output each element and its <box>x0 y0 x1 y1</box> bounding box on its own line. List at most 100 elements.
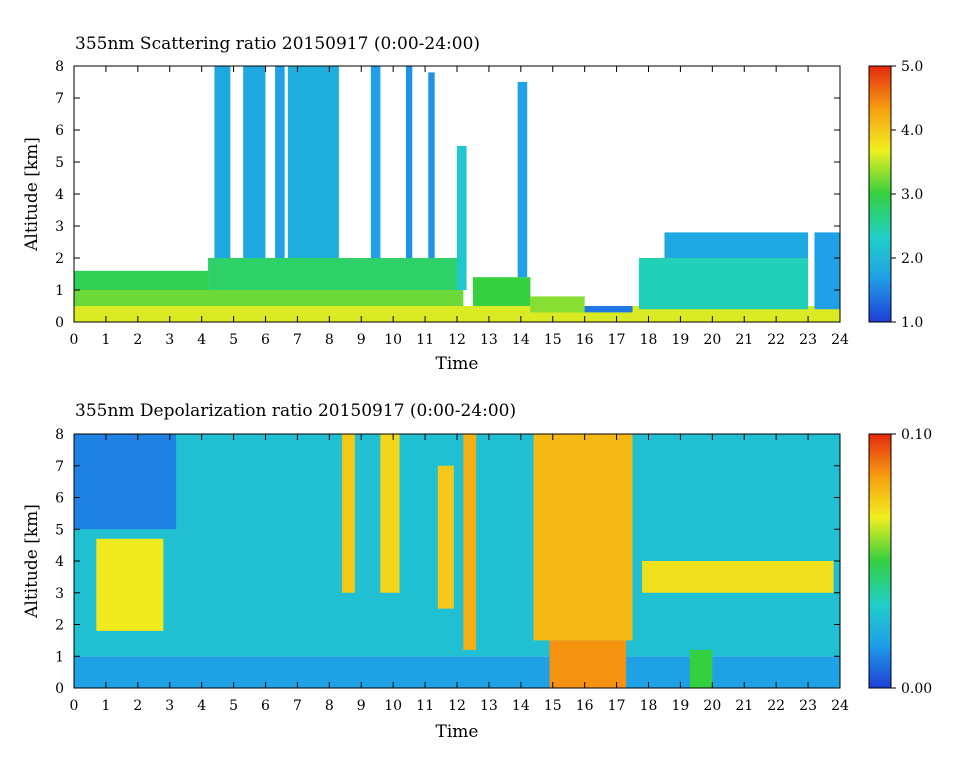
colorbar-tick-label: 0.10 <box>901 427 932 443</box>
y-tick-label: 2 <box>55 251 64 267</box>
x-tick-label: 22 <box>767 698 785 714</box>
x-tick-label: 1 <box>101 698 110 714</box>
heatmap-cell-14 <box>530 296 585 313</box>
colorbar-tick-label: 4.0 <box>901 123 923 139</box>
heatmap-cell-9 <box>549 640 627 688</box>
y-tick-label: 6 <box>55 123 64 139</box>
heatmap-cell-7 <box>287 66 339 258</box>
heatmap-cell-13 <box>517 82 528 278</box>
heatmap-cell-15 <box>584 306 633 313</box>
x-tick-label: 1 <box>101 332 110 348</box>
x-tick-label: 20 <box>703 698 721 714</box>
heatmap-cell-10 <box>428 72 435 259</box>
x-tick-label: 8 <box>325 698 334 714</box>
depolarization-ratio-axes: 0 1 2 3 4 5 6 7 8 9 10 11 12 13 14 15 16 17 18 19 20 21 22 23 24… <box>55 427 849 714</box>
depolarization-ratio-colorbar-ticks: 0.10 0.00 <box>891 427 932 697</box>
heatmap-cell-2 <box>74 434 177 530</box>
y-tick-label: 6 <box>55 491 64 507</box>
x-tick-label: 8 <box>325 332 334 348</box>
heatmap-cell-6 <box>437 465 454 609</box>
x-tick-label: 9 <box>357 698 366 714</box>
scattering-ratio-panel: 355nm Scattering ratio 20150917 (0:00-24… <box>22 34 923 374</box>
y-tick-label: 8 <box>55 427 64 443</box>
x-tick-label: 23 <box>799 698 817 714</box>
x-tick-label: 21 <box>735 698 753 714</box>
depolarization-ratio-y-axis-label: Altitude [km] <box>22 504 42 619</box>
heatmap-cell-2 <box>74 270 209 290</box>
x-tick-label: 16 <box>576 698 594 714</box>
y-tick-label: 1 <box>55 283 64 299</box>
x-tick-label: 17 <box>608 332 626 348</box>
x-tick-label: 4 <box>197 698 206 714</box>
heatmap-cell-7 <box>463 434 477 650</box>
x-tick-label: 4 <box>197 332 206 348</box>
x-tick-label: 24 <box>831 698 849 714</box>
heatmap-cell-4 <box>342 434 355 593</box>
y-tick-label: 8 <box>55 59 64 75</box>
x-tick-label: 5 <box>229 698 238 714</box>
x-tick-label: 0 <box>70 698 79 714</box>
x-tick-label: 6 <box>261 332 270 348</box>
scattering-ratio-title: 355nm Scattering ratio 20150917 (0:00-24… <box>75 34 480 54</box>
y-tick-label: 7 <box>55 91 64 107</box>
x-tick-label: 11 <box>416 332 434 348</box>
x-tick-label: 15 <box>544 698 562 714</box>
x-tick-label: 18 <box>640 698 658 714</box>
heatmap-cell-16 <box>638 258 809 310</box>
x-tick-label: 14 <box>512 332 530 348</box>
heatmap-cell-4 <box>214 66 231 258</box>
heatmap-cell-11 <box>689 649 713 688</box>
y-tick-label: 4 <box>55 187 64 203</box>
heatmap-cell-6 <box>275 66 285 258</box>
x-tick-label: 7 <box>293 698 302 714</box>
x-tick-label: 9 <box>357 332 366 348</box>
heatmap-cell-8 <box>370 66 381 258</box>
heatmap-cell-5 <box>380 434 400 593</box>
depolarization-ratio-title: 355nm Depolarization ratio 20150917 (0:0… <box>75 401 516 421</box>
heatmap-cell-1 <box>74 290 464 306</box>
x-tick-label: 18 <box>640 332 658 348</box>
scattering-ratio-colorbar <box>868 65 892 323</box>
heatmap-cell-17 <box>664 232 809 258</box>
depolarization-ratio-heatmap <box>74 434 840 688</box>
x-tick-label: 11 <box>416 698 434 714</box>
colorbar-tick-label: 2.0 <box>901 251 923 267</box>
heatmap-cell-8 <box>533 434 633 641</box>
colorbar-tick-label: 3.0 <box>901 187 923 203</box>
scattering-ratio-y-axis-label: Altitude [km] <box>22 137 42 252</box>
y-tick-label: 1 <box>55 649 64 665</box>
y-tick-label: 5 <box>55 522 64 538</box>
x-tick-label: 16 <box>576 332 594 348</box>
x-tick-label: 23 <box>799 332 817 348</box>
y-tick-label: 0 <box>55 315 64 331</box>
y-tick-label: 4 <box>55 554 64 570</box>
x-tick-label: 3 <box>165 698 174 714</box>
scattering-ratio-colorbar-ticks: 5.0 4.0 3.0 2.0 1.0 <box>891 59 923 331</box>
x-tick-label: 13 <box>480 332 498 348</box>
colorbar-tick-label: 5.0 <box>901 59 923 75</box>
x-tick-label: 10 <box>384 698 402 714</box>
x-tick-label: 21 <box>735 332 753 348</box>
x-tick-label: 19 <box>672 698 690 714</box>
x-tick-label: 3 <box>165 332 174 348</box>
heatmap-cell-11 <box>457 146 467 290</box>
x-tick-label: 15 <box>544 332 562 348</box>
heatmap-cell-3 <box>96 538 164 631</box>
x-tick-label: 17 <box>608 698 626 714</box>
y-tick-label: 5 <box>55 155 64 171</box>
colorbar-tick-label: 1.0 <box>901 315 923 331</box>
x-tick-label: 20 <box>703 332 721 348</box>
x-tick-label: 2 <box>133 698 142 714</box>
heatmap-cell-10 <box>642 561 834 593</box>
heatmap-cell-3 <box>208 258 464 290</box>
y-tick-label: 0 <box>55 681 64 697</box>
x-tick-label: 12 <box>448 698 466 714</box>
x-tick-label: 14 <box>512 698 530 714</box>
x-tick-label: 0 <box>70 332 79 348</box>
x-tick-label: 5 <box>229 332 238 348</box>
depolarization-ratio-panel: 355nm Depolarization ratio 20150917 (0:0… <box>22 401 932 742</box>
heatmap-cell-12 <box>472 277 531 306</box>
x-tick-label: 2 <box>133 332 142 348</box>
colorbar-tick-label: 0.00 <box>901 681 932 697</box>
